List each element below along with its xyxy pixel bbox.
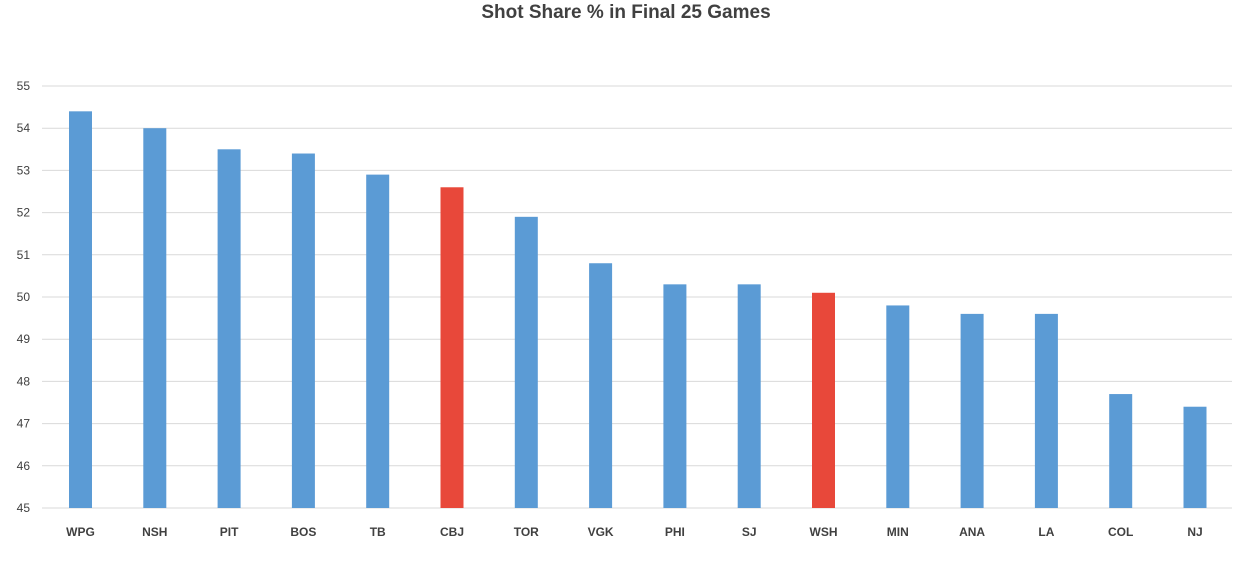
x-tick-label: NJ [1187, 525, 1202, 539]
x-tick-label: NSH [142, 525, 167, 539]
bar-col [1109, 394, 1133, 508]
bar-tor [514, 216, 538, 508]
y-tick-label: 46 [17, 459, 31, 473]
x-tick-label: PIT [220, 525, 239, 539]
bar-pit [217, 149, 241, 509]
x-axis-ticks: WPG NSH PIT BOS TB CBJ TOR VGK PHI SJ WSH MIN ANA LA C… [66, 525, 1203, 539]
x-tick-label: PHI [665, 525, 685, 539]
y-tick-label: 52 [17, 206, 31, 220]
bar-tb [366, 174, 390, 508]
y-tick-label: 54 [17, 121, 31, 135]
bar-nj [1183, 406, 1207, 508]
bar-sj [737, 284, 761, 508]
bar-cbj [440, 187, 464, 508]
y-axis-ticks: 45 46 47 48 49 50 51 52 53 54 55 [17, 79, 31, 515]
x-tick-label: WSH [810, 525, 838, 539]
x-tick-label: WPG [66, 525, 95, 539]
bar-min [886, 305, 910, 508]
bars-layer [69, 111, 1207, 509]
y-tick-label: 48 [17, 374, 31, 388]
y-tick-label: 55 [17, 79, 31, 93]
y-tick-label: 50 [17, 290, 31, 304]
y-tick-label: 51 [17, 248, 31, 262]
x-tick-label: LA [1038, 525, 1054, 539]
y-tick-label: 47 [17, 417, 31, 431]
bar-wpg [69, 111, 92, 508]
x-tick-label: TB [370, 525, 386, 539]
bar-ana [960, 313, 984, 508]
x-tick-label: TOR [514, 525, 539, 539]
y-tick-label: 53 [17, 163, 31, 177]
x-tick-label: VGK [588, 525, 614, 539]
x-tick-label: ANA [959, 525, 985, 539]
bar-bos [291, 153, 315, 508]
bar-wsh [812, 292, 835, 508]
bar-phi [663, 284, 687, 508]
bar-vgk [589, 263, 613, 508]
chart-title: Shot Share % in Final 25 Games [481, 2, 771, 23]
y-tick-label: 45 [17, 501, 31, 515]
x-tick-label: CBJ [440, 525, 464, 539]
x-tick-label: SJ [742, 525, 757, 539]
x-tick-label: MIN [887, 525, 909, 539]
bar-la [1034, 313, 1058, 508]
x-tick-label: BOS [290, 525, 316, 539]
x-tick-label: COL [1108, 525, 1133, 539]
y-tick-label: 49 [17, 332, 31, 346]
bar-nsh [143, 128, 167, 508]
